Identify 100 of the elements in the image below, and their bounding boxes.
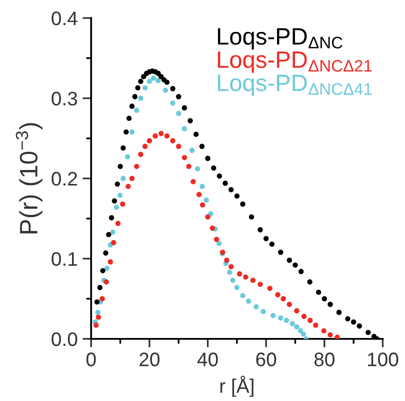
point bbox=[236, 271, 242, 276]
point bbox=[142, 85, 148, 90]
point bbox=[142, 144, 148, 149]
y-tick-label: 0.0 bbox=[52, 332, 78, 346]
point bbox=[284, 318, 290, 323]
point bbox=[308, 318, 313, 323]
y-tick-label: 0.4 bbox=[52, 12, 78, 26]
point bbox=[114, 181, 120, 187]
point bbox=[269, 242, 275, 247]
point bbox=[216, 173, 222, 179]
point bbox=[246, 298, 252, 304]
text: Loqs-PD$_{ΔNCΔ21}$ bbox=[218, 52, 372, 73]
point bbox=[129, 129, 135, 135]
point bbox=[250, 278, 256, 283]
point bbox=[124, 154, 130, 160]
point bbox=[115, 220, 121, 226]
point bbox=[205, 156, 210, 161]
point bbox=[227, 270, 232, 275]
point bbox=[211, 165, 216, 171]
point bbox=[290, 321, 295, 326]
text: Loqs-PD$_{ΔNC}$ bbox=[218, 28, 342, 50]
point bbox=[280, 296, 286, 302]
point bbox=[263, 236, 269, 242]
point bbox=[270, 312, 276, 318]
point bbox=[138, 152, 144, 157]
point bbox=[108, 215, 114, 220]
point bbox=[208, 211, 214, 216]
point bbox=[96, 314, 102, 320]
x-tick-label: 80 bbox=[314, 352, 334, 366]
point bbox=[95, 310, 100, 315]
point bbox=[170, 138, 176, 144]
y-tick-label: 0.2 bbox=[52, 172, 77, 186]
point bbox=[112, 198, 118, 204]
point bbox=[294, 324, 300, 330]
point bbox=[162, 88, 168, 93]
point bbox=[103, 250, 108, 256]
point bbox=[301, 314, 307, 319]
point bbox=[104, 266, 110, 271]
point bbox=[194, 166, 200, 172]
point bbox=[200, 184, 205, 190]
point bbox=[278, 315, 284, 321]
point bbox=[182, 154, 188, 160]
x-tick-label: 0 bbox=[86, 352, 96, 366]
point bbox=[97, 284, 102, 290]
point bbox=[188, 118, 193, 124]
point bbox=[286, 302, 292, 307]
point bbox=[216, 240, 222, 246]
point bbox=[156, 78, 161, 84]
point bbox=[134, 108, 140, 113]
point bbox=[258, 227, 263, 232]
point bbox=[204, 198, 209, 203]
point bbox=[300, 331, 306, 337]
point bbox=[124, 129, 129, 135]
x-tick-label: 20 bbox=[140, 352, 160, 366]
point bbox=[275, 292, 280, 298]
point bbox=[243, 274, 248, 280]
point bbox=[158, 130, 164, 136]
point bbox=[240, 202, 246, 207]
point bbox=[108, 259, 113, 264]
point bbox=[230, 278, 236, 283]
point bbox=[104, 279, 109, 284]
point bbox=[234, 193, 240, 199]
point bbox=[120, 202, 126, 207]
point bbox=[100, 296, 105, 302]
point bbox=[194, 132, 199, 137]
point bbox=[150, 76, 156, 81]
point bbox=[328, 332, 333, 338]
x-axis-title: r [Å] bbox=[220, 376, 254, 397]
point bbox=[321, 328, 326, 334]
point bbox=[114, 204, 120, 210]
point bbox=[298, 268, 304, 274]
point bbox=[210, 226, 216, 231]
point bbox=[126, 184, 131, 190]
point bbox=[224, 258, 230, 263]
point bbox=[170, 86, 176, 92]
point bbox=[117, 192, 123, 198]
point bbox=[176, 144, 182, 149]
point bbox=[350, 319, 356, 325]
point bbox=[134, 164, 140, 170]
y-tick-label: 0.3 bbox=[52, 92, 78, 106]
point bbox=[248, 214, 254, 220]
point bbox=[307, 279, 312, 284]
point bbox=[182, 126, 188, 132]
point bbox=[196, 192, 202, 198]
point bbox=[94, 299, 100, 305]
point bbox=[316, 290, 322, 295]
point bbox=[260, 308, 266, 314]
point bbox=[313, 322, 318, 328]
point bbox=[118, 164, 123, 170]
point bbox=[234, 284, 240, 290]
point bbox=[152, 133, 158, 139]
point bbox=[138, 96, 144, 101]
y-axis-title: P(r) (10$^{−3}$) bbox=[16, 123, 42, 234]
point bbox=[186, 164, 192, 170]
point bbox=[100, 268, 106, 274]
point bbox=[222, 180, 228, 186]
point bbox=[138, 78, 144, 84]
point bbox=[267, 286, 272, 291]
point bbox=[228, 187, 234, 192]
point bbox=[190, 179, 196, 184]
